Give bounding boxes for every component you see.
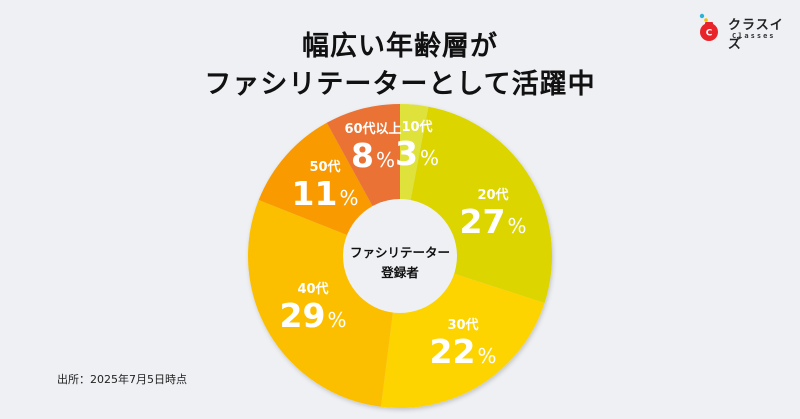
slice-label-50s: 50代 11% — [280, 160, 370, 216]
chart-title: 幅広い年齢層が ファシリテーターとして活躍中 — [0, 28, 800, 104]
slice-label-20s: 20代 27% — [448, 188, 538, 244]
center-label: ファシリテーター 登録者 — [330, 243, 470, 283]
slice-label-60s-plus: 60代以上 8% — [328, 122, 418, 178]
percent-value: 11% — [291, 174, 359, 213]
age-label: 20代 — [477, 188, 509, 203]
brand-logo: C クラスイズ Classes — [696, 8, 796, 52]
logo-subtitle: Classes — [732, 32, 776, 40]
age-label: 50代 — [309, 160, 341, 175]
center-label-line-2: 登録者 — [381, 265, 419, 280]
title-line-2: ファシリテーターとして活躍中 — [204, 69, 596, 100]
percent-value: 29% — [279, 296, 347, 335]
red-bag-icon: C — [699, 13, 718, 41]
percent-value: 3% — [395, 134, 439, 173]
slice-label-40s: 40代 29% — [268, 282, 358, 338]
source-note: 出所：2025年7月5日時点 — [57, 373, 187, 386]
svg-text:C: C — [706, 29, 713, 39]
slice-label-30s: 30代 22% — [418, 318, 508, 374]
title-line-1: 幅広い年齢層が — [302, 31, 498, 62]
age-label: 40代 — [297, 282, 329, 297]
center-label-line-1: ファシリテーター — [349, 245, 450, 260]
age-label: 30代 — [447, 318, 479, 333]
percent-value: 27% — [459, 202, 527, 241]
donut-hole — [343, 199, 457, 313]
percent-value: 22% — [429, 332, 497, 371]
percent-value: 8% — [351, 136, 395, 175]
logo-name: クラスイズ — [728, 18, 784, 52]
age-label: 10代 — [401, 120, 433, 135]
slice-label-10s: 10代 3% — [372, 120, 462, 176]
age-label: 60代以上 — [344, 122, 402, 137]
